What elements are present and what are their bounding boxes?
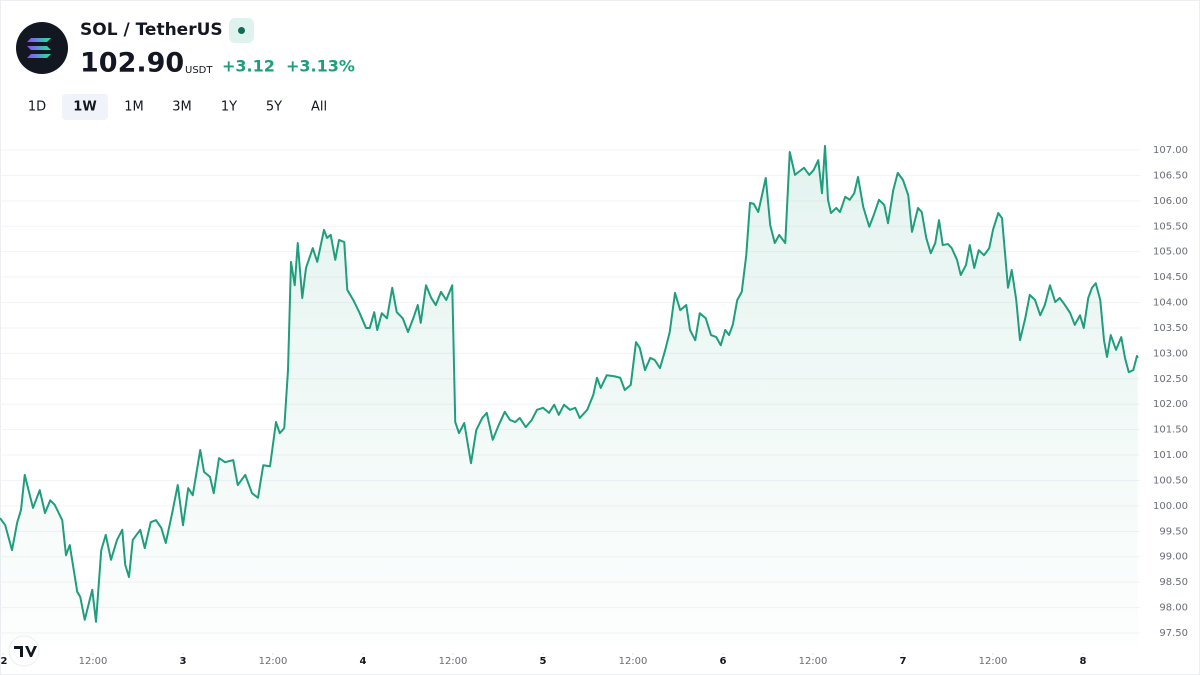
y-tick-label: 100.00 (1153, 501, 1188, 512)
x-tick-label: 3 (180, 656, 187, 667)
change-percent: +3.13% (286, 57, 355, 76)
y-tick-label: 104.00 (1153, 298, 1188, 309)
y-tick-label: 102.00 (1153, 399, 1188, 410)
y-tick-label: 101.00 (1153, 450, 1188, 461)
x-tick-label: 8 (1080, 656, 1087, 667)
y-tick-label: 103.00 (1153, 348, 1188, 359)
timeframe-button[interactable]: 1W (73, 100, 96, 115)
currency: USDT (185, 65, 213, 76)
timeframe-active-bg[interactable] (62, 94, 108, 120)
timeframe-bar: 1D 1W 1M 3M 1Y 5Y All (28, 94, 327, 120)
x-tick-label: 12:00 (259, 656, 288, 667)
y-tick-label: 98.50 (1159, 577, 1188, 588)
y-tick-label: 99.50 (1159, 526, 1188, 537)
x-tick-label: 2 (1, 656, 8, 667)
y-tick-label: 103.50 (1153, 323, 1188, 334)
y-tick-label: 100.50 (1153, 475, 1188, 486)
timeframe-button[interactable]: 5Y (266, 100, 282, 115)
timeframe-button[interactable]: 1D (28, 100, 46, 115)
price-line (0, 144, 1139, 623)
area-fill (0, 145, 1138, 645)
x-tick-label: 6 (720, 656, 727, 667)
y-tick-label: 101.50 (1153, 425, 1188, 436)
y-tick-label: 106.00 (1153, 196, 1188, 207)
y-tick-label: 104.50 (1153, 272, 1188, 283)
y-tick-label: 102.50 (1153, 374, 1188, 385)
x-tick-label: 4 (360, 656, 367, 667)
y-tick-label: 97.50 (1159, 628, 1188, 639)
x-tick-label: 7 (900, 656, 907, 667)
y-tick-label: 99.00 (1159, 552, 1188, 563)
symbol: SOL / TetherUS (80, 20, 223, 40)
y-tick-label: 106.50 (1153, 170, 1188, 181)
x-tick-label: 12:00 (79, 656, 108, 667)
x-tick-label: 12:00 (439, 656, 468, 667)
x-tick-label: 12:00 (619, 656, 648, 667)
y-tick-label: 98.00 (1159, 603, 1188, 614)
timeframe-button[interactable]: 1Y (221, 100, 237, 115)
logo (16, 22, 68, 74)
change: +3.12 (222, 57, 275, 76)
plot: 97.50 98.00 98.50 99.00 99.50 100.00 100.50 101… (0, 144, 1188, 667)
x-tick-label: 12:00 (979, 656, 1008, 667)
timeframe-button[interactable]: All (311, 100, 327, 115)
y-tick-label: 107.00 (1153, 145, 1188, 156)
x-tick-label: 5 (540, 656, 547, 667)
tradingview-logo (8, 635, 40, 667)
y-tick-label: 105.50 (1153, 221, 1188, 232)
y-tick-label: 105.00 (1153, 247, 1188, 258)
x-tick-label: 12:00 (799, 656, 828, 667)
status-badge (229, 18, 254, 43)
timeframe-button[interactable]: 3M (172, 100, 192, 115)
price: 102.90 (80, 48, 184, 79)
timeframe-button[interactable]: 1M (124, 100, 144, 115)
